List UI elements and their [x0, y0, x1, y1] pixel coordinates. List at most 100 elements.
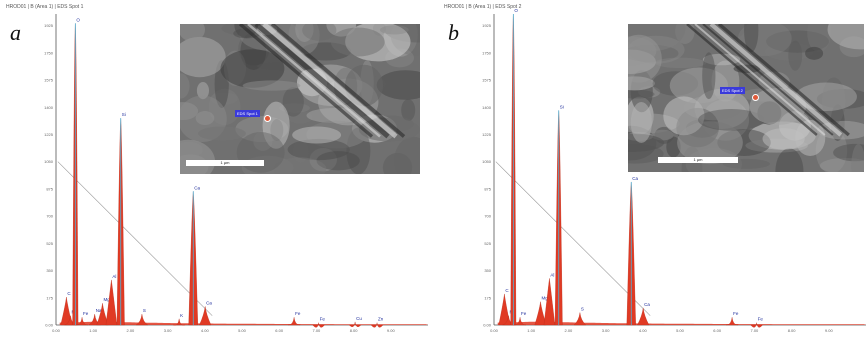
sem-grain	[764, 42, 814, 61]
y-tick-label: 1750	[482, 50, 492, 55]
x-tick-label: 7.00	[751, 328, 760, 333]
sem-grain	[236, 132, 285, 173]
sem-grain	[698, 109, 765, 131]
peak-label: Al	[550, 272, 554, 277]
peak-label: Al	[112, 274, 116, 279]
spectrum-peak	[76, 317, 88, 326]
sem-grain	[282, 87, 304, 117]
sem-micrograph: EDS Spot 2 1 µm	[628, 24, 864, 172]
sem-grain	[197, 126, 246, 141]
spectrum-peak	[514, 317, 526, 326]
peak-label: Na	[96, 308, 102, 313]
x-tick-label: 3.00	[602, 328, 611, 333]
sem-grain	[287, 138, 350, 161]
peak-label: Mg	[104, 297, 111, 302]
peak-label: Fe	[83, 311, 89, 316]
sem-streak	[262, 24, 398, 139]
spot-marker	[264, 115, 271, 122]
peak-label: Ca	[632, 176, 638, 181]
peak-label: Fe	[733, 311, 739, 316]
scale-bar: 1 µm	[658, 157, 738, 163]
y-tick-label: 1050	[482, 159, 492, 164]
y-tick-label: 700	[46, 214, 53, 219]
y-tick-label: 350	[484, 268, 491, 273]
sem-grain	[220, 49, 285, 88]
x-tick-label: 2.00	[565, 328, 574, 333]
peak-label: O	[514, 8, 518, 13]
x-tick-label: 6.00	[275, 328, 284, 333]
peak-label: Mg	[542, 296, 549, 301]
sem-grain	[669, 67, 729, 104]
sem-streak	[247, 24, 381, 138]
sem-grain	[180, 36, 226, 78]
peak-label: Si	[122, 112, 126, 117]
x-tick-label: 1.00	[527, 328, 536, 333]
spectrum-baseline	[497, 321, 866, 325]
y-tick-label: 1225	[44, 132, 54, 137]
x-tick-label: 4.00	[201, 328, 210, 333]
y-tick-label: 1050	[44, 159, 54, 164]
sem-grain	[805, 46, 824, 60]
spectrum-peak	[370, 322, 384, 328]
sem-grain	[302, 24, 337, 41]
x-tick-label: 3.00	[164, 328, 173, 333]
sem-grain	[262, 101, 290, 149]
sem-streak	[254, 24, 390, 139]
peak-label: Ca	[194, 185, 200, 190]
y-tick-label: 0.00	[45, 323, 54, 328]
peak-label: S	[581, 307, 584, 312]
sem-grain	[851, 143, 864, 172]
y-tick-label: 525	[46, 241, 53, 246]
peak-label: K	[180, 313, 183, 318]
spectrum-peak	[573, 312, 587, 326]
sem-grain	[270, 119, 284, 142]
x-tick-label: 5.00	[238, 328, 247, 333]
x-tick-label: 1.00	[89, 328, 98, 333]
spectrum-peak	[173, 318, 186, 326]
x-tick-label: 0.00	[52, 328, 61, 333]
sem-grain	[744, 24, 759, 53]
sem-streak	[717, 24, 850, 137]
sem-grain	[180, 102, 199, 121]
sem-streak	[238, 24, 374, 138]
sem-grain	[775, 148, 804, 172]
sem-grain	[827, 24, 864, 50]
sem-grain	[242, 80, 301, 91]
sem-streak	[694, 24, 826, 136]
peak-label: Fe	[758, 317, 764, 322]
sem-grain	[807, 24, 832, 53]
peak-label: Ca	[644, 302, 650, 307]
spot-label: EDS Spot 2	[720, 87, 745, 94]
spectrum-panel-a: HROD01 | B (Area 1) | EDS Spot 1 0.00 175…	[0, 0, 430, 343]
overlay-line	[495, 161, 651, 316]
sem-grain	[379, 25, 409, 35]
y-tick-label: 1575	[44, 78, 54, 83]
sem-grain	[253, 131, 273, 151]
sem-grain	[702, 52, 716, 100]
spectrum-panel-b: HROD01 | B (Area 1) | EDS Spot 2 0.00 175…	[438, 0, 868, 343]
peak-label: Si	[560, 104, 564, 109]
peak-label: C	[505, 288, 509, 293]
sem-grain	[821, 77, 846, 125]
peak-label: Fe	[295, 311, 301, 316]
y-tick-label: 175	[46, 295, 53, 300]
y-tick-label: 1750	[44, 50, 54, 55]
sem-grain	[180, 24, 206, 42]
sem-grain	[292, 126, 342, 144]
x-tick-label: 6.00	[713, 328, 722, 333]
spectrum-peak	[312, 322, 325, 328]
panel-header: HROD01 | B (Area 1) | EDS Spot 2	[444, 4, 522, 10]
spectrum-baseline	[59, 321, 428, 325]
y-tick-label: 1925	[482, 23, 492, 28]
x-tick-label: 8.00	[350, 328, 359, 333]
sem-streak	[686, 24, 818, 136]
sem-grain	[630, 101, 652, 143]
peak-label: O	[76, 17, 80, 22]
peak-label: Fe	[320, 317, 326, 322]
sem-grain	[401, 99, 416, 122]
x-tick-label: 7.00	[313, 328, 322, 333]
sem-streak	[702, 24, 834, 136]
sem-grain	[749, 87, 807, 126]
sem-grain	[235, 116, 289, 143]
y-tick-label: 525	[484, 241, 491, 246]
